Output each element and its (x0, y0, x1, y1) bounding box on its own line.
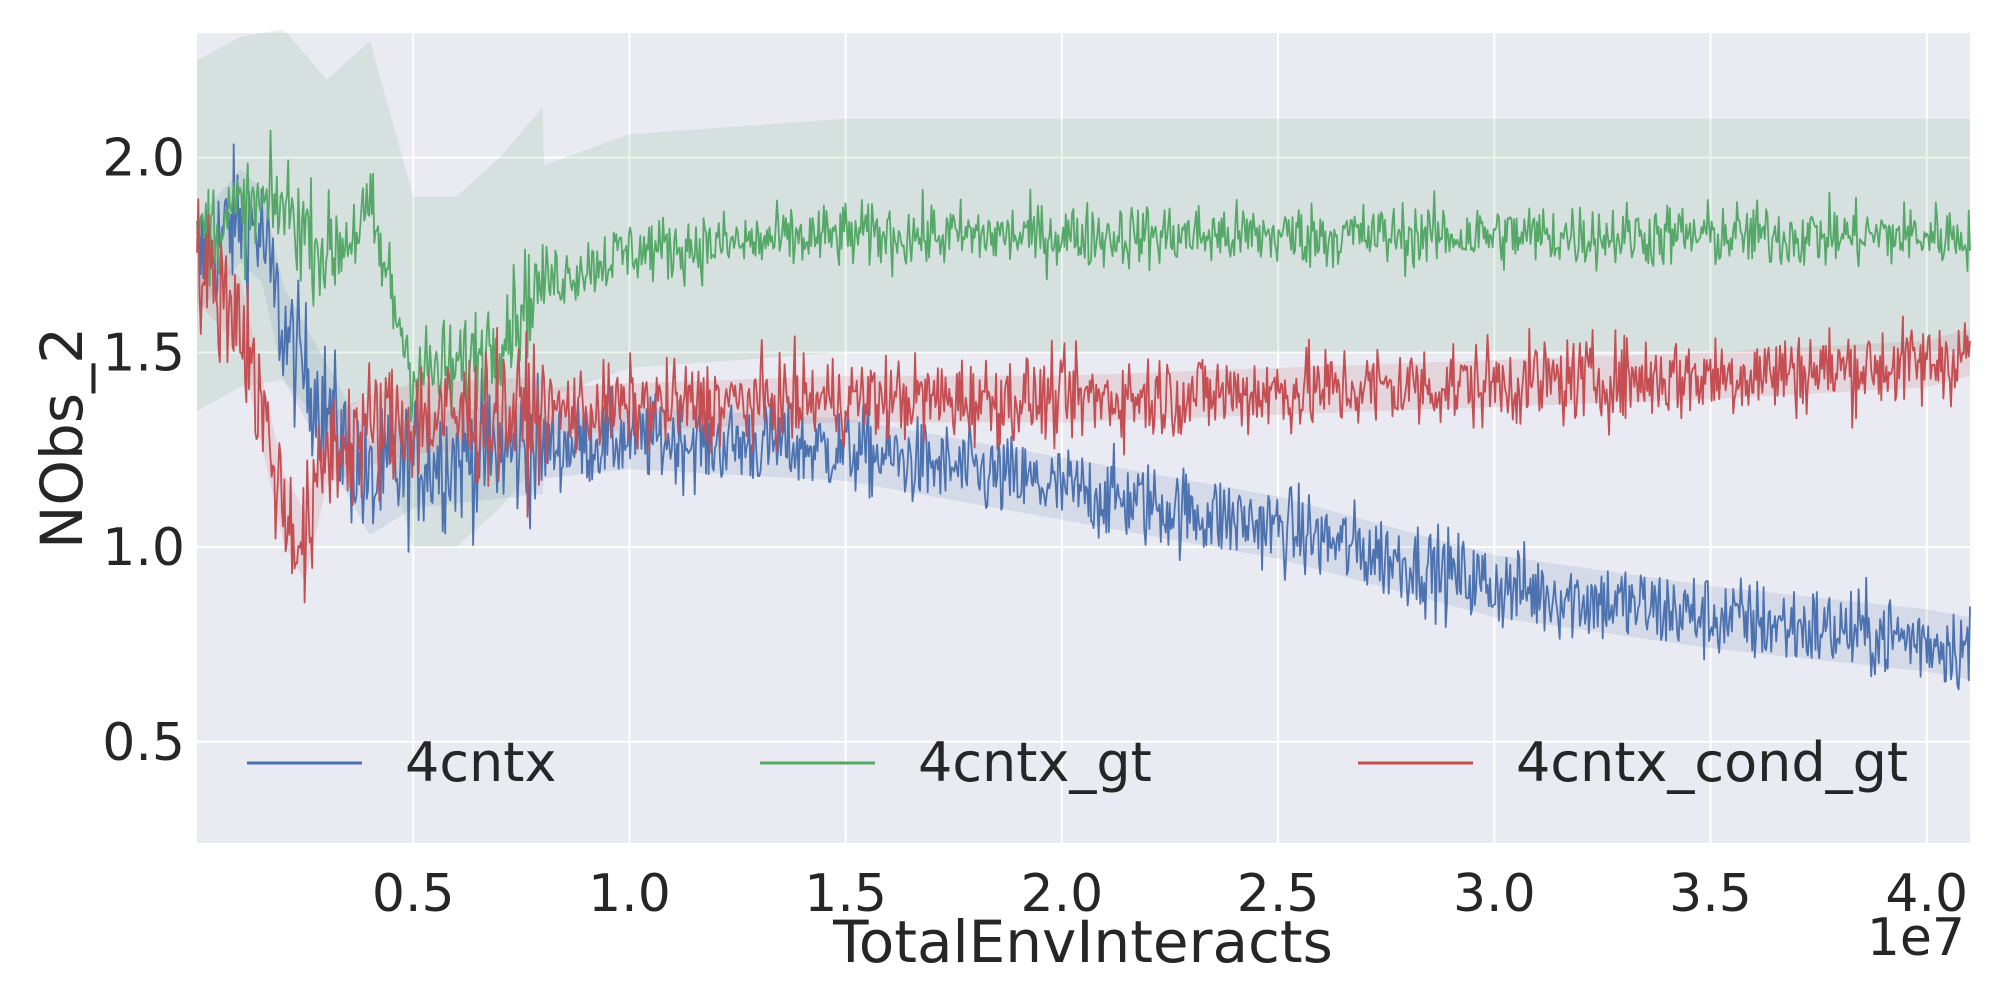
series-line-4cntx-cond-gt (196, 198, 1971, 604)
y-tick-label: 1.5 (102, 323, 185, 383)
band-4cntx-gt (197, 29, 1970, 547)
legend-label-4cntx-cond-gt: 4cntx_cond_gt (1516, 731, 1908, 794)
y-axis-label: NObs_2 (28, 327, 96, 549)
x-tick-label: 0.5 (372, 864, 455, 924)
legend: 4cntx 4cntx_gt 4cntx_cond_gt (247, 731, 1908, 794)
x-tick-label: 2.5 (1237, 864, 1320, 924)
legend-label-4cntx-gt: 4cntx_gt (918, 731, 1152, 794)
y-tick-label: 0.5 (102, 713, 185, 773)
x-tick-label: 3.5 (1669, 864, 1752, 924)
y-tick-labels: 0.5 1.0 1.5 2.0 (102, 129, 185, 773)
series-line-4cntx-gt (196, 129, 1971, 423)
x-tick-label: 1.0 (588, 864, 671, 924)
x-tick-labels: 0.5 1.0 1.5 2.0 2.5 3.0 3.5 4.0 (372, 864, 1968, 924)
legend-label-4cntx: 4cntx (405, 731, 556, 794)
x-axis-label: TotalEnvInteracts (832, 908, 1333, 976)
x-tick-label: 4.0 (1885, 864, 1968, 924)
x-offset-label: 1e7 (1867, 908, 1965, 968)
x-tick-label: 3.0 (1453, 864, 1536, 924)
y-tick-label: 2.0 (102, 129, 185, 189)
series-lines (196, 129, 1971, 691)
x-tick-label: 1.5 (804, 864, 887, 924)
x-tick-label: 2.0 (1021, 864, 1104, 924)
y-tick-label: 1.0 (102, 518, 185, 578)
